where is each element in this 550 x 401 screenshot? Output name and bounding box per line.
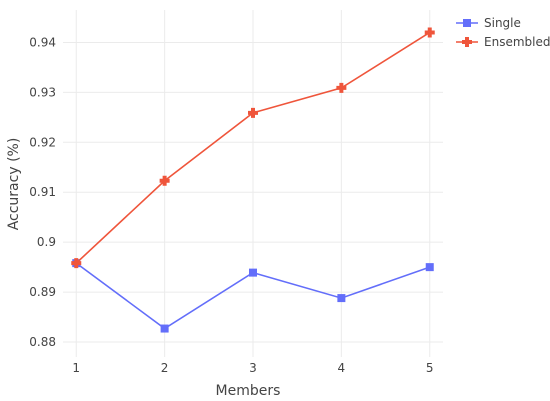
y-axis-title: Accuracy (%) xyxy=(6,138,22,231)
y-tick-label: 0.91 xyxy=(29,185,56,199)
legend-marker xyxy=(462,37,472,47)
y-tick-label: 0.89 xyxy=(29,285,56,299)
legend: Single Ensembled xyxy=(456,16,550,49)
series-group xyxy=(71,27,435,333)
y-axis-ticks: 0.88 0.89 0.9 0.91 0.92 0.93 0.94 xyxy=(29,35,56,349)
data-point xyxy=(71,258,82,269)
legend-item-single: Single xyxy=(456,16,521,30)
legend-label: Single xyxy=(484,16,521,30)
x-tick-label: 1 xyxy=(72,361,80,375)
legend-item-ensembled: Ensembled xyxy=(456,35,550,49)
x-tick-label: 3 xyxy=(249,361,257,375)
data-point xyxy=(336,82,347,93)
grid-lines xyxy=(63,10,443,357)
y-tick-label: 0.88 xyxy=(29,335,56,349)
legend-marker xyxy=(463,19,471,27)
data-point xyxy=(160,324,169,333)
x-axis-title: Members xyxy=(216,383,281,399)
legend-label: Ensembled xyxy=(484,35,550,49)
y-tick-label: 0.9 xyxy=(37,235,56,249)
x-tick-label: 2 xyxy=(161,361,169,375)
data-point xyxy=(424,27,435,38)
x-tick-label: 5 xyxy=(426,361,434,375)
series-ensembled xyxy=(71,27,435,269)
data-point xyxy=(425,263,434,272)
data-point xyxy=(337,294,346,303)
x-axis-ticks: 1 2 3 4 5 xyxy=(72,361,433,375)
data-point xyxy=(249,268,257,277)
y-tick-label: 0.92 xyxy=(29,135,56,149)
y-tick-label: 0.94 xyxy=(29,35,56,49)
data-point xyxy=(248,107,258,118)
x-tick-label: 4 xyxy=(338,361,346,375)
data-point xyxy=(159,175,170,186)
y-tick-label: 0.93 xyxy=(29,85,56,99)
